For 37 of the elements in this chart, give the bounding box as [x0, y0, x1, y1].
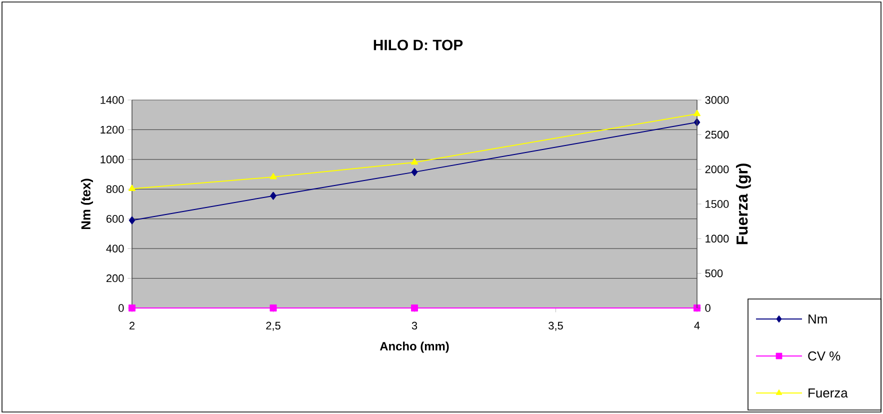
point: [411, 168, 418, 176]
legend-label: Fuerza: [808, 388, 848, 398]
y2-tick-label: 2000: [705, 165, 729, 174]
point: [270, 192, 276, 200]
y2-axis-title: Fuerza (gr): [736, 164, 751, 244]
y-tick-label: 0: [118, 304, 124, 312]
point: [270, 304, 277, 312]
x-axis-title: Ancho (mm): [380, 342, 449, 353]
x-tick-label: 3,5: [548, 322, 563, 331]
y-tick-label: 1000: [100, 156, 124, 164]
y2-tick-label: 500: [705, 269, 723, 278]
point: [411, 304, 418, 312]
y2-tick-label: 2500: [705, 130, 729, 139]
x-tick-label: 2,5: [266, 322, 280, 331]
y-tick-label: 600: [106, 214, 124, 223]
point: [270, 172, 277, 180]
y-axis-title: Nm (tex): [80, 178, 94, 230]
x-tick-label: 2: [130, 322, 135, 330]
y2-tick-label: 1500: [706, 200, 729, 208]
legend-label: CV %: [808, 351, 840, 361]
x-tick-label: 4: [694, 322, 700, 330]
point: [128, 184, 136, 191]
y-tick-label: 800: [106, 185, 124, 194]
chart-title: HILO D: TOP: [374, 40, 463, 50]
x-tick-label: 3: [412, 322, 418, 330]
y-tick-label: 200: [106, 274, 124, 282]
y2-tick-label: 1000: [706, 234, 729, 243]
point: [693, 110, 701, 116]
point: [128, 216, 136, 224]
legend-label: Nm: [808, 314, 827, 324]
y-tick-label: 1400: [100, 96, 124, 104]
point: [128, 304, 136, 312]
y-tick-label: 1200: [100, 126, 124, 134]
point: [410, 158, 418, 165]
y2-tick-label: 0: [705, 304, 710, 312]
y2-tick-label: 3000: [705, 96, 729, 104]
y-tick-label: 400: [106, 244, 124, 252]
